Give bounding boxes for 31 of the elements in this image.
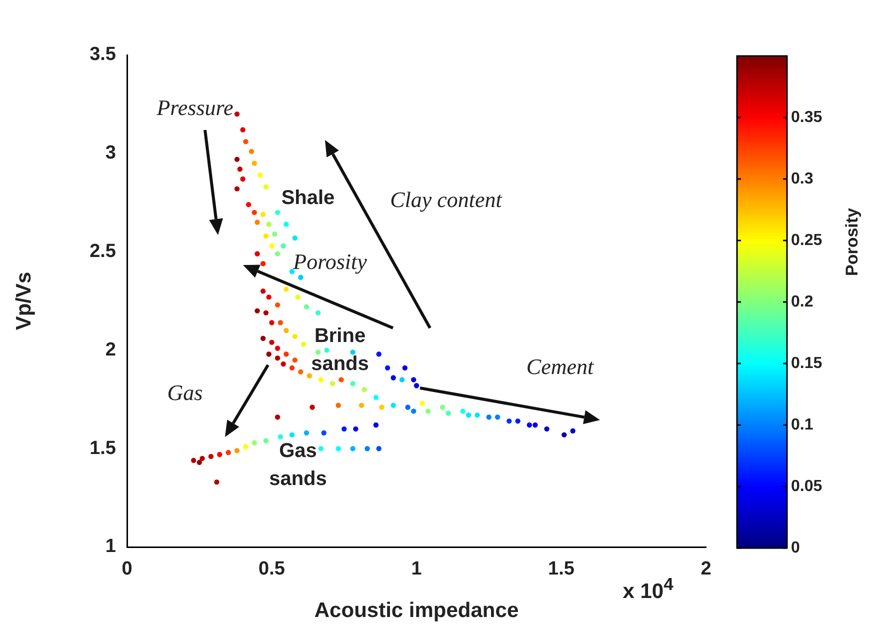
annotation: Brine sands	[310, 324, 370, 377]
text: x 10$^{4}$	[622, 573, 674, 605]
color-bar-label: 0.2	[791, 293, 814, 310]
annotation: Gas sands	[268, 439, 328, 492]
x-tick-label: 1.5	[548, 558, 575, 580]
x-tick-label: 0.5	[258, 558, 286, 580]
x-tick-label: 0	[122, 558, 132, 580]
x-tick-label: 1	[411, 558, 422, 580]
color-bar-label: 0.15	[791, 354, 822, 372]
color-bar-label: 0.05	[791, 478, 822, 495]
y-tick-label: 3.5	[90, 44, 116, 66]
y-axis-title: Vp/Vs	[12, 272, 36, 330]
y-tick-label: 1	[105, 536, 116, 558]
annotation: Porosity	[293, 248, 367, 276]
color-bar-label: 0.1	[791, 416, 814, 434]
color-bar-label: 0.25	[791, 232, 822, 249]
y-tick-label: 3	[105, 142, 116, 164]
annotation: Gas	[167, 379, 203, 407]
color-bar-label: 0.35	[791, 108, 822, 126]
color-bar-title: Porosity	[842, 207, 862, 276]
x-axis-title: Acoustic impedance	[314, 599, 519, 622]
y-tick-label: 2.5	[90, 241, 116, 262]
color-bar-label: 0.3	[791, 170, 814, 188]
annotation: Shale	[280, 186, 336, 211]
y-tick-label: 2	[105, 339, 116, 360]
annotation: Clay content	[390, 186, 502, 214]
color-bar-label: 0	[791, 539, 800, 556]
annotation: Pressure	[156, 94, 234, 122]
y-tick-label: 1.5	[90, 438, 116, 459]
annotation: Cement	[526, 353, 594, 381]
x-tick-label: 2	[700, 558, 712, 580]
